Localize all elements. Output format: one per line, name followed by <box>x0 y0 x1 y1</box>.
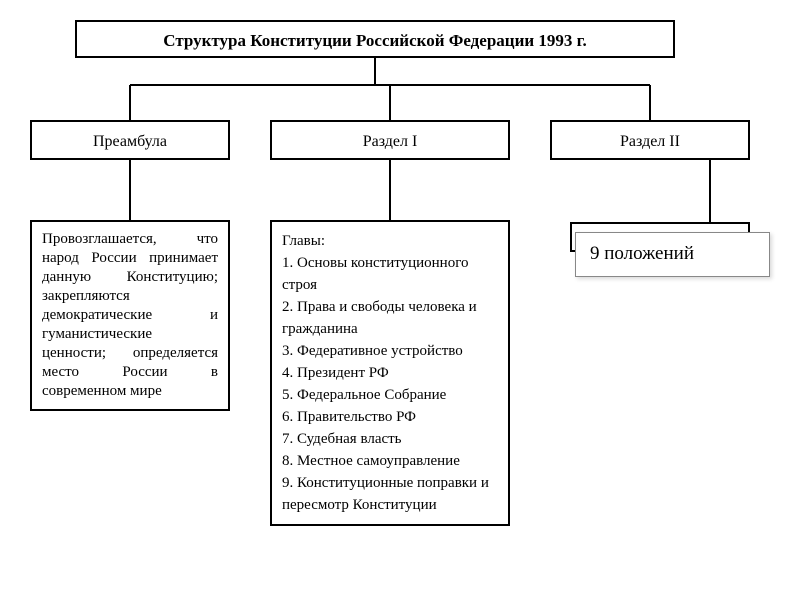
diagram-title: Структура Конституции Российской Федерац… <box>75 20 675 58</box>
column-3-content: 9 положений <box>575 232 770 277</box>
column-2-header: Раздел I <box>270 120 510 160</box>
column-3-header: Раздел II <box>550 120 750 160</box>
column-1-header: Преамбула <box>30 120 230 160</box>
column-2-content: Главы:1. Основы конституционного строя2.… <box>270 220 510 526</box>
column-1-content: Провозглашается, что народ России приним… <box>30 220 230 411</box>
